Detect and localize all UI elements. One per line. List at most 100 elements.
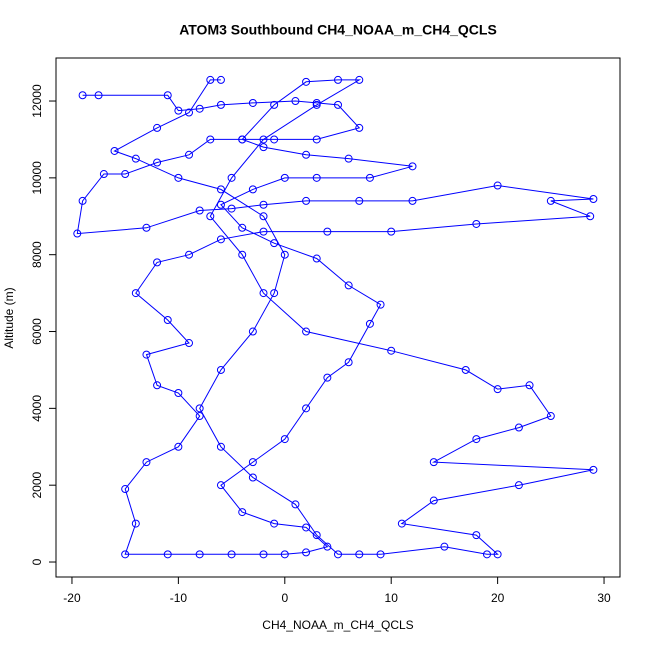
y-tick-label: 10000	[30, 161, 44, 195]
data-point	[216, 100, 225, 109]
x-tick-label: 30	[597, 591, 611, 605]
data-point	[121, 485, 130, 494]
data-point	[195, 404, 204, 413]
data-point	[323, 542, 332, 551]
data-point	[195, 550, 204, 559]
data-point	[216, 365, 225, 374]
data-point	[110, 146, 119, 155]
data-point	[121, 170, 130, 179]
data-point	[525, 381, 534, 390]
data-point	[185, 108, 194, 117]
data-point	[280, 173, 289, 182]
data-point	[334, 550, 342, 559]
data-point	[270, 519, 279, 528]
data-point	[408, 162, 417, 171]
data-point	[461, 365, 470, 374]
data-point	[334, 75, 342, 84]
data-point	[163, 91, 172, 100]
data-point	[153, 158, 162, 167]
data-point	[216, 200, 225, 209]
data-point	[195, 412, 204, 421]
data-point	[153, 258, 162, 267]
data-point	[121, 550, 130, 559]
data-point	[344, 281, 353, 290]
data-point	[206, 135, 215, 144]
data-point	[142, 458, 151, 467]
data-point	[238, 250, 247, 259]
data-point	[216, 442, 225, 451]
data-point	[99, 170, 108, 179]
y-tick-label: 6000	[30, 318, 44, 345]
data-point	[429, 496, 438, 505]
y-tick-label: 4000	[30, 395, 44, 422]
data-point	[312, 531, 321, 540]
data-point	[259, 135, 268, 144]
data-point	[546, 412, 555, 421]
data-point	[248, 185, 257, 194]
data-point	[302, 404, 311, 413]
data-point	[472, 435, 481, 444]
data-point	[280, 250, 289, 259]
data-point	[376, 300, 385, 309]
data-point	[259, 289, 268, 298]
data-point	[78, 91, 87, 100]
data-point	[355, 196, 364, 205]
y-tick-label: 8000	[30, 241, 44, 268]
data-point	[238, 508, 247, 517]
data-point	[408, 196, 417, 205]
data-point	[302, 548, 311, 557]
data-point	[206, 75, 215, 84]
data-point	[482, 550, 491, 559]
data-point	[163, 315, 172, 324]
data-point	[195, 206, 204, 215]
x-tick-label: -20	[63, 591, 81, 605]
data-point	[334, 100, 342, 109]
data-point	[514, 481, 523, 490]
data-line	[76, 79, 594, 555]
data-point	[440, 542, 449, 551]
data-point	[174, 442, 183, 451]
data-point	[185, 250, 194, 259]
data-point	[238, 223, 247, 232]
data-point	[291, 500, 300, 509]
data-point	[174, 388, 183, 397]
data-point	[280, 435, 289, 444]
x-axis-label: CH4_NOAA_m_CH4_QCLS	[262, 618, 413, 632]
data-point	[94, 91, 103, 100]
data-point	[227, 204, 236, 213]
data-point	[323, 373, 332, 382]
data-point	[163, 550, 172, 559]
data-point	[355, 75, 364, 84]
data-point	[185, 339, 194, 348]
data-point	[493, 181, 502, 190]
data-point	[397, 519, 406, 528]
y-tick-label: 2000	[30, 472, 44, 499]
data-point	[216, 481, 225, 490]
data-point	[429, 458, 438, 467]
data-point	[259, 227, 268, 236]
data-point	[270, 289, 279, 298]
data-point	[270, 135, 279, 144]
y-tick-label: 12000	[30, 84, 44, 118]
data-point	[323, 227, 332, 236]
data-point	[238, 135, 247, 144]
data-point	[216, 185, 225, 194]
data-point	[312, 135, 321, 144]
data-point	[216, 235, 225, 244]
data-point	[291, 97, 300, 106]
data-point	[514, 423, 523, 432]
data-point	[248, 327, 257, 336]
data-point	[302, 327, 311, 336]
data-point	[248, 473, 257, 482]
data-point	[302, 196, 311, 205]
data-point	[493, 385, 502, 394]
data-point	[312, 254, 321, 263]
data-point	[270, 239, 279, 248]
data-point	[174, 106, 183, 115]
data-point	[131, 519, 140, 528]
data-point	[248, 458, 257, 467]
data-point	[365, 319, 374, 328]
data-point	[280, 550, 289, 559]
plot-frame	[55, 57, 621, 578]
